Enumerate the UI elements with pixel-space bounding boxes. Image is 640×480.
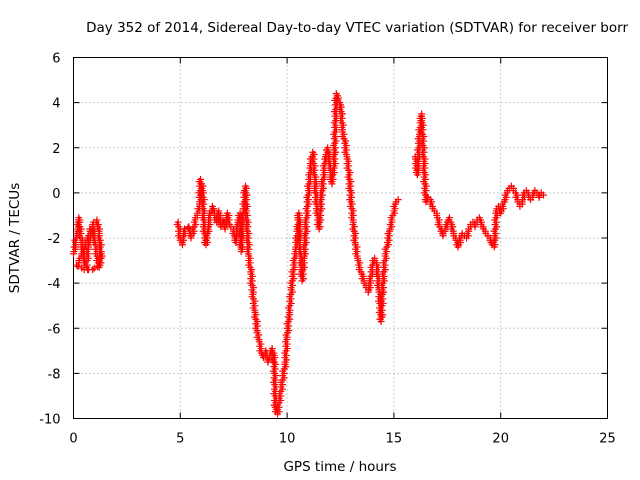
- data-point: [94, 263, 102, 271]
- data-point: [90, 264, 98, 272]
- x-tick-label: 15: [386, 432, 403, 447]
- y-tick-labels: -10 -8 -6 -4 -2 0 2 4 6: [39, 52, 60, 428]
- y-tick-label: -2: [48, 232, 61, 247]
- data-point: [74, 263, 82, 271]
- x-tick-labels: 0 5 10 15 20 25: [69, 432, 615, 447]
- x-tick-label: 5: [176, 432, 184, 447]
- y-tick-label: 2: [52, 142, 60, 157]
- data-point: [73, 261, 81, 269]
- data-point: [184, 224, 192, 232]
- x-tick-label: 25: [599, 432, 616, 447]
- x-tick-label: 10: [279, 432, 296, 447]
- y-tick-label: 0: [52, 187, 60, 202]
- y-tick-label: -8: [48, 367, 61, 382]
- data-point: [89, 266, 97, 274]
- chart-title: Day 352 of 2014, Sidereal Day-to-day VTE…: [86, 20, 628, 36]
- x-axis-label: GPS time / hours: [283, 459, 396, 475]
- data-series: [70, 90, 547, 418]
- y-tick-label: -4: [48, 277, 61, 292]
- y-tick-label: 6: [52, 52, 60, 67]
- y-axis-label: SDTVAR / TECUs: [7, 183, 23, 293]
- y-tick-label: 4: [52, 97, 60, 112]
- grid-lines: [73, 57, 608, 419]
- data-point: [539, 191, 547, 199]
- data-point: [97, 250, 105, 258]
- x-tick-label: 0: [69, 432, 77, 447]
- y-tick-label: -6: [48, 322, 61, 337]
- data-point: [394, 196, 402, 204]
- y-tick-label: -10: [39, 413, 60, 428]
- x-tick-label: 20: [492, 432, 509, 447]
